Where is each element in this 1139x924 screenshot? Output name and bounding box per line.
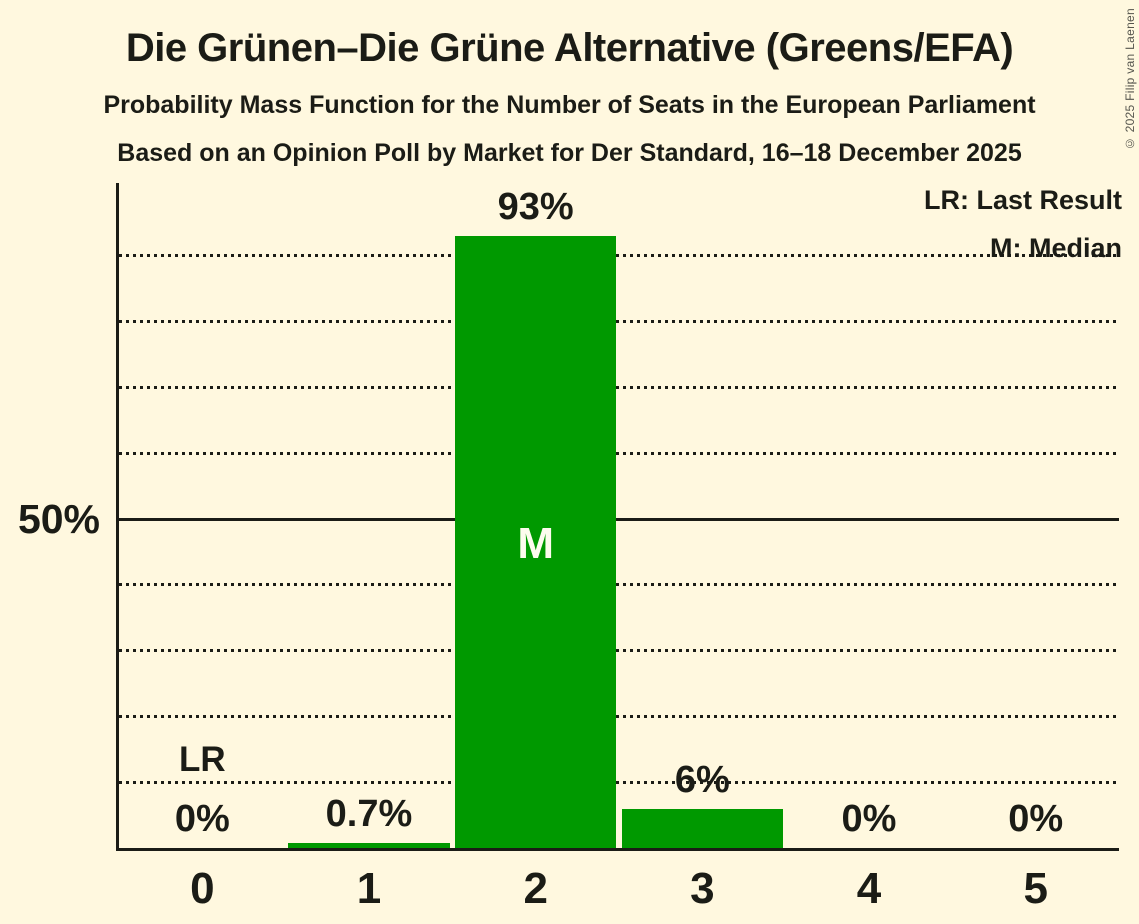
bar-slot-4: 0%	[786, 183, 953, 848]
x-tick-0: 0	[190, 864, 215, 913]
x-tick-2: 2	[523, 864, 548, 913]
bar-seat-1	[288, 843, 450, 848]
x-axis-tick-row: 0 1 2 3 4 5	[119, 867, 1119, 911]
bar-value-label-seat-4: 0%	[841, 798, 897, 840]
bar-value-label-seat-0: 0%	[174, 798, 230, 840]
x-tick-4: 4	[856, 864, 882, 913]
bar-seat-2	[454, 236, 617, 848]
copyright-notice: © 2025 Filip van Laenen	[1123, 8, 1137, 151]
bar-value-label-seat-3: 6%	[674, 758, 730, 801]
gridline-90pct	[119, 254, 1119, 258]
x-tick-3: 3	[690, 864, 715, 913]
y-axis-50pct-label: 50%	[17, 496, 100, 542]
bar-value-label-seat-1: 0.7%	[325, 793, 413, 836]
bar-slot-3: 6%	[619, 183, 786, 848]
gridline-40pct	[119, 583, 1119, 587]
chart-subtitle-pmf: Probability Mass Function for the Number…	[103, 91, 1036, 119]
gridline-60pct	[119, 451, 1119, 455]
last-result-marker: LR	[179, 740, 226, 779]
bar-seat-3	[621, 809, 784, 848]
bar-slot-1: 0.7%	[286, 183, 453, 848]
x-tick-1: 1	[356, 864, 382, 913]
gridline-70pct	[119, 385, 1119, 389]
legend-last-result: LR: Last Result	[923, 185, 1122, 215]
bar-slot-5: 0%	[952, 183, 1119, 848]
legend-median: M: Median	[990, 233, 1122, 263]
median-marker: M	[517, 519, 554, 568]
gridline-20pct	[119, 714, 1119, 718]
gridline-80pct	[119, 320, 1119, 324]
gridline-50pct	[119, 517, 1119, 521]
x-tick-5: 5	[1023, 864, 1048, 913]
chart-title: Die Grünen–Die Grüne Alternative (Greens…	[125, 26, 1014, 70]
bar-slot-2: 93% M	[452, 183, 619, 848]
plot-area: 0% LR 0.7% 93% M 6% 0% 0%	[116, 183, 1119, 851]
gridline-30pct	[119, 649, 1119, 653]
gridline-10pct	[119, 780, 1119, 784]
bar-value-label-seat-2: 93%	[497, 186, 574, 229]
chart-subtitle-poll-source: Based on an Opinion Poll by Market for D…	[117, 139, 1022, 167]
bar-slot-0: 0% LR	[119, 183, 286, 848]
bar-value-label-seat-5: 0%	[1008, 798, 1064, 840]
